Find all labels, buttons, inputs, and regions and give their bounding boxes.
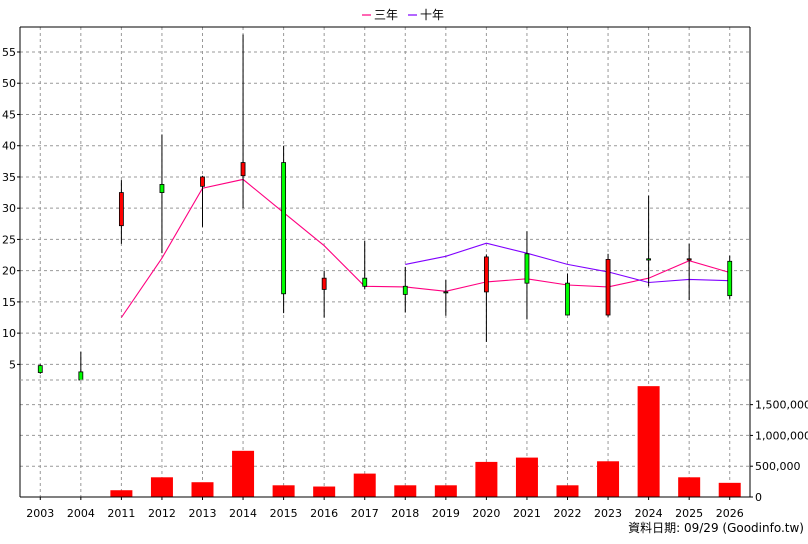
x-tick-label: 2012 [148, 507, 176, 520]
candle-body [686, 258, 692, 261]
candle-body [605, 259, 611, 316]
candle-body [727, 260, 733, 297]
candle-body [240, 162, 246, 177]
price-tick-label: 40 [2, 140, 16, 153]
volume-tick-label: 1,500,000 [755, 399, 808, 412]
candle-body [200, 176, 205, 187]
x-tick-label: 2021 [513, 507, 541, 520]
candle-body [362, 277, 368, 287]
candle-body [118, 192, 124, 227]
volume-tick-label: 1,000,000 [755, 429, 808, 442]
x-tick-label: 2013 [189, 507, 217, 520]
ten-year-line [405, 242, 730, 284]
x-tick-label: 2015 [270, 507, 298, 520]
candle-body [483, 256, 489, 293]
volume-bar [678, 477, 701, 497]
x-tick-label: 2025 [675, 507, 703, 520]
volume-tick-label: 500,000 [755, 460, 801, 473]
source-note: 資料日期: 09/29 (Goodinfo.tw) [628, 521, 804, 535]
price-grid [20, 27, 750, 497]
candle-body [159, 184, 165, 193]
x-tick-label: 2026 [716, 507, 744, 520]
volume-bar [110, 490, 133, 497]
candle-body [321, 277, 327, 290]
volume-bar [718, 482, 741, 497]
x-tick-label: 2023 [594, 507, 622, 520]
price-tick-label: 30 [2, 202, 16, 215]
price-tick-label: 10 [2, 327, 16, 340]
legend-three-year-label: 三年 [374, 8, 398, 22]
price-tick-label: 5 [9, 358, 16, 371]
x-axis-labels: 2003 2004 2011 2012 2013 2014 2015 2016 2017 2018… [26, 497, 744, 520]
volume-bar [150, 477, 173, 497]
x-tick-label: 2018 [391, 507, 419, 520]
volume-tick-label: 0 [755, 491, 762, 504]
volume-bar [313, 486, 336, 497]
x-tick-label: 2017 [351, 507, 379, 520]
volume-bar [272, 485, 295, 497]
axes [19, 26, 751, 498]
candle-body [646, 258, 652, 261]
volume-bar [637, 386, 660, 497]
price-tick-label: 45 [2, 108, 16, 121]
price-tick-label: 50 [2, 77, 16, 90]
volume-bar [597, 461, 620, 497]
volume-bar [191, 482, 214, 497]
x-tick-label: 2003 [26, 507, 54, 520]
price-axis-labels: 5 10 15 20 25 30 35 40 45 50 55 [2, 46, 20, 371]
volume-bar [515, 457, 538, 497]
volume-axis-labels: 0 500,000 1,000,000 1,500,000 [750, 399, 808, 504]
price-tick-label: 20 [2, 265, 16, 278]
x-tick-label: 2016 [310, 507, 338, 520]
volume-bars [69, 386, 741, 498]
x-tick-label: 2014 [229, 507, 257, 520]
price-tick-label: 25 [2, 233, 16, 246]
legend: 三年 十年 [362, 8, 444, 22]
three-year-line [120, 178, 730, 318]
moving-average-lines [120, 178, 730, 318]
x-tick-label: 2022 [554, 507, 582, 520]
candle-body [565, 282, 570, 316]
candle-body [281, 162, 287, 295]
candle-body [443, 291, 449, 294]
volume-grid [20, 404, 750, 467]
volume-bar [394, 485, 417, 497]
x-tick-label: 2024 [635, 507, 663, 520]
price-tick-label: 35 [2, 171, 16, 184]
price-tick-label: 15 [2, 296, 16, 309]
x-tick-label: 2020 [472, 507, 500, 520]
volume-bar [475, 461, 498, 497]
candle-body [37, 365, 43, 373]
volume-bar [434, 485, 457, 497]
volume-bar [353, 473, 376, 497]
x-tick-label: 2011 [107, 507, 135, 520]
volume-bar [232, 450, 255, 497]
price-tick-label: 55 [2, 46, 16, 59]
candles [37, 34, 733, 381]
candle-body [78, 371, 84, 381]
volume-bar [556, 485, 579, 497]
legend-ten-year-label: 十年 [420, 8, 444, 22]
candle-body [524, 253, 530, 284]
candle-body [402, 285, 408, 295]
x-tick-label: 2004 [67, 507, 95, 520]
x-tick-label: 2019 [432, 507, 460, 520]
